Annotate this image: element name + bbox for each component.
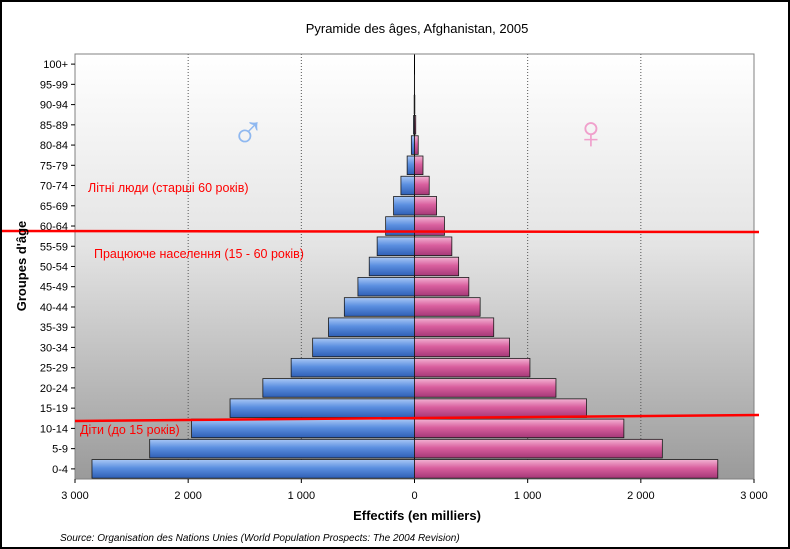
female-bar-25-29 [414, 357, 531, 378]
y-tick-label: 55-59 [40, 241, 68, 253]
female-bar-0-4 [414, 459, 719, 479]
x-tick-label: 2 000 [627, 490, 655, 502]
female-bar-55-59 [414, 236, 453, 256]
male-bar-0-4 [91, 459, 415, 479]
y-tick-label: 100+ [43, 59, 68, 71]
y-tick-label: 95-99 [40, 79, 68, 91]
female-bar-40-44 [414, 297, 481, 317]
y-tick-label: 45-49 [40, 282, 68, 294]
x-tick-label: 1 000 [514, 490, 542, 502]
y-tick-label: 35-39 [40, 322, 68, 334]
y-tick-label: 85-89 [40, 120, 68, 132]
male-symbol-icon: ♂ [231, 106, 266, 158]
y-tick-label: 75-79 [40, 160, 68, 172]
male-bar-20-24 [262, 378, 415, 398]
y-tick-label: 25-29 [40, 363, 68, 375]
y-tick-label: 70-74 [40, 181, 68, 193]
female-bar-30-34 [414, 337, 510, 358]
y-tick-label: 5-9 [52, 444, 68, 456]
divider-line [2, 229, 760, 234]
male-bar-70-74 [400, 175, 415, 196]
y-tick-labels: 0-4 5-9 10-14 15-19 20-24 25-29 30-34 35-39 40-4… [40, 59, 75, 476]
male-bar-45-49 [357, 277, 415, 297]
y-tick-label: 10-14 [40, 423, 68, 435]
male-bar-30-34 [312, 337, 415, 358]
male-bar-35-39 [328, 317, 415, 337]
female-bar-45-49 [414, 277, 470, 297]
female-symbol-icon: ♀ [574, 106, 609, 158]
y-tick-label: 90-94 [40, 100, 68, 112]
chart-title: Pyramide des âges, Afghanistan, 2005 [306, 21, 529, 36]
annotation-label: Літні люди (старші 60 років) [88, 181, 249, 195]
y-tick-label: 15-19 [40, 403, 68, 415]
y-tick-label: 80-84 [40, 140, 68, 152]
male-bar-25-29 [290, 357, 415, 378]
y-tick-label: 40-44 [40, 302, 68, 314]
female-bar-5-9 [414, 438, 663, 459]
x-tick-label: 0 [411, 490, 417, 502]
y-tick-label: 20-24 [40, 383, 68, 395]
divider-line [74, 413, 760, 423]
divider-lines [2, 229, 760, 423]
female-bar-20-24 [414, 378, 557, 398]
male-bar-55-59 [376, 236, 415, 256]
female-bar-15-19 [414, 398, 587, 418]
male-bar-65-69 [393, 196, 415, 216]
x-tick-label: 3 000 [740, 490, 768, 502]
y-axis-label: Groupes d'âge [14, 221, 29, 312]
x-tick-label: 1 000 [288, 490, 316, 502]
y-tick-label: 30-34 [40, 342, 68, 354]
male-bar-80-84 [410, 135, 415, 155]
source-note: Source: Organisation des Nations Unies (… [60, 533, 460, 544]
x-tick-label: 3 000 [61, 490, 89, 502]
bars-group [91, 74, 719, 479]
x-tick-label: 2 000 [174, 490, 202, 502]
female-bar-85-89 [414, 115, 417, 135]
female-bar-50-54 [414, 256, 460, 277]
male-bar-40-44 [343, 297, 415, 317]
female-bar-35-39 [414, 317, 495, 337]
y-tick-label: 65-69 [40, 201, 68, 213]
female-bar-10-14 [414, 418, 625, 439]
y-tick-label: 0-4 [52, 464, 68, 476]
y-tick-label: 50-54 [40, 262, 68, 274]
female-bar-80-84 [414, 135, 419, 155]
male-bar-75-79 [406, 155, 415, 176]
female-bar-75-79 [414, 155, 424, 176]
male-bar-10-14 [191, 418, 415, 439]
gender-symbols: ♂ ♀ [231, 106, 609, 158]
annotation-label: Діти (до 15 років) [80, 423, 180, 437]
male-bar-15-19 [229, 398, 415, 418]
annotations: Літні люди (старші 60 років) Працююче нас… [80, 181, 304, 437]
x-tick-labels: 3 000 2 000 1 000 0 1 000 2 000 3 000 [61, 479, 768, 502]
male-bar-5-9 [149, 438, 415, 459]
x-axis-label: Effectifs (en milliers) [353, 508, 481, 523]
female-bar-70-74 [414, 175, 430, 196]
annotation-label: Працююче населення (15 - 60 років) [94, 247, 304, 261]
female-bar-65-69 [414, 196, 437, 216]
male-bar-50-54 [368, 256, 415, 277]
